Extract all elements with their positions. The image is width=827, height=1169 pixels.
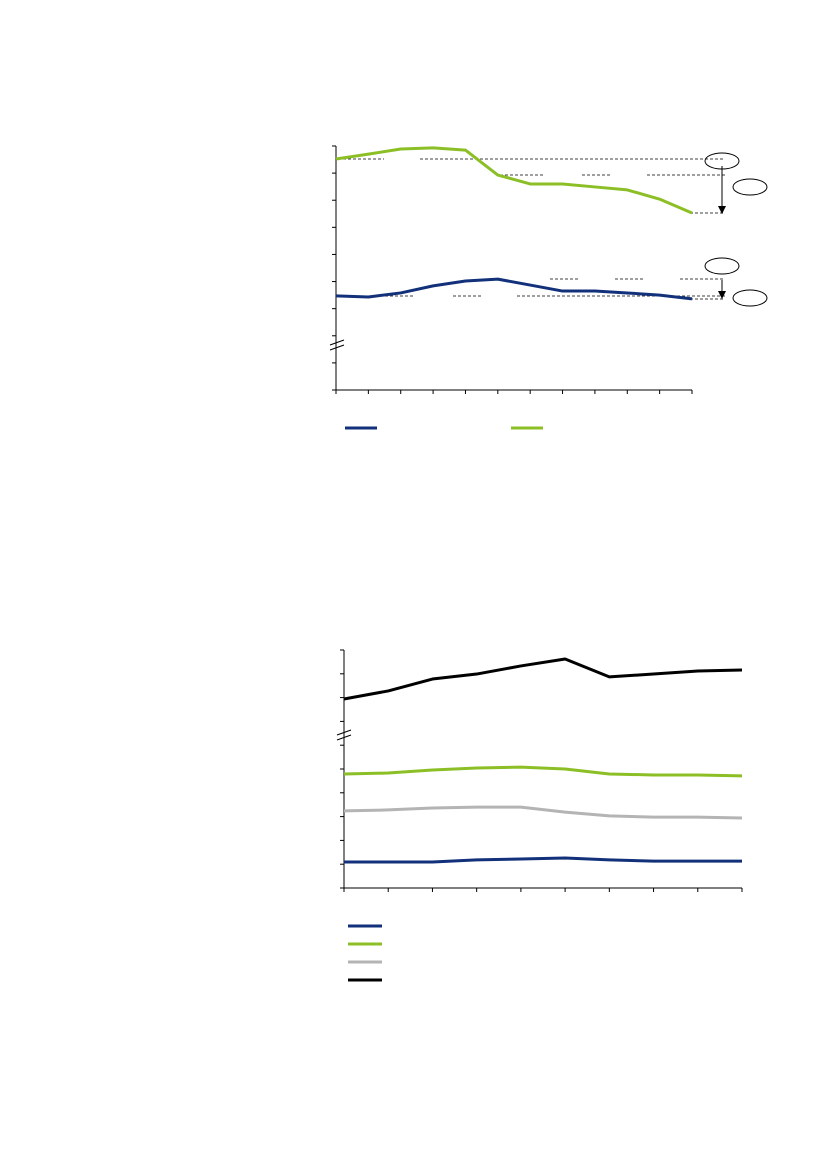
- series-line: [343, 765, 743, 778]
- arrowhead: [718, 206, 726, 214]
- label-bubble: [732, 289, 768, 307]
- label-bubble: [704, 152, 740, 170]
- series-line: [343, 805, 743, 820]
- series-line: [335, 146, 693, 215]
- annotations: [329, 152, 768, 741]
- label-bubble: [704, 257, 740, 275]
- series-line: [344, 856, 742, 864]
- arrowhead: [718, 291, 726, 299]
- axis-break: [329, 339, 345, 351]
- label-bubble: [732, 178, 768, 196]
- chart: [340, 649, 743, 982]
- chart: [332, 145, 693, 430]
- series-line: [343, 657, 743, 701]
- series-line: [335, 277, 693, 301]
